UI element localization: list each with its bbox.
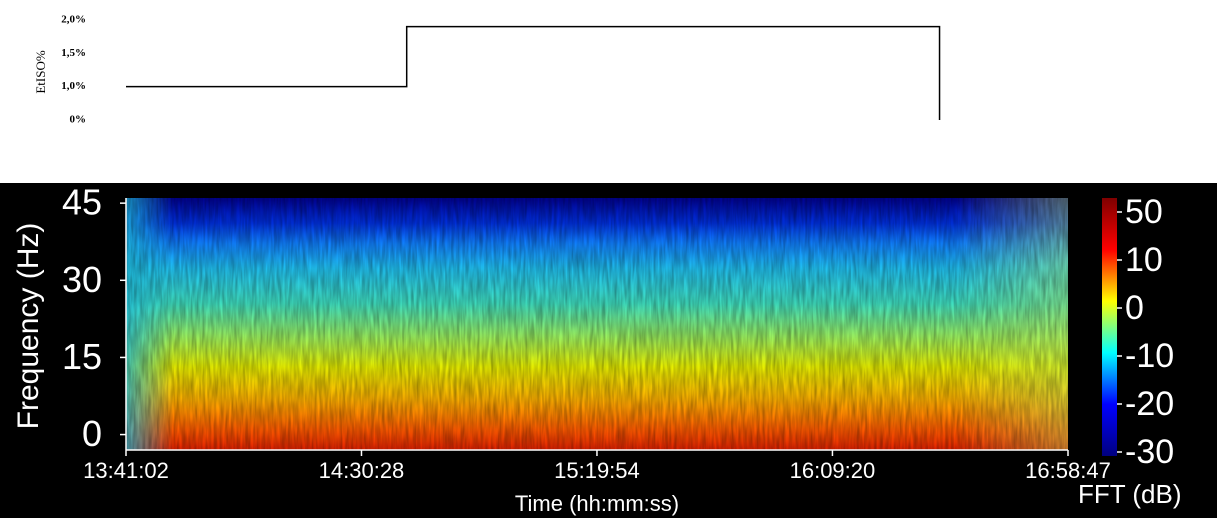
colorbar-tick-label: 10	[1125, 241, 1163, 279]
y-tick-label: 0	[82, 413, 102, 454]
y-tick-label: 15	[62, 336, 102, 377]
y-tick-label: 30	[62, 259, 102, 300]
x-axis-title: Time (hh:mm:ss)	[515, 491, 679, 516]
x-tick-label: 15:19:54	[554, 458, 640, 483]
colorbar-tick-label: -10	[1125, 337, 1174, 375]
step-line	[126, 25, 941, 120]
colorbar-tick-label: 50	[1125, 193, 1163, 231]
colorbar-tick-label: -30	[1125, 433, 1174, 471]
x-tick-label: 14:30:28	[319, 458, 405, 483]
x-tick-label: 16:09:20	[790, 458, 876, 483]
x-tick-label: 13:41:02	[83, 458, 169, 483]
y-axis-title: Frequency (Hz)	[12, 223, 45, 430]
spectrogram-texture	[126, 198, 1068, 450]
colorbar-tick-label: -20	[1125, 385, 1174, 423]
colorbar-title: FFT (dB)	[1078, 479, 1182, 509]
y-tick-label: 1,5%	[61, 47, 86, 59]
y-tick-label: 45	[62, 182, 102, 223]
y-tick-label: 0%	[70, 114, 87, 126]
y-axis-title: EtISO%	[33, 50, 48, 94]
y-tick-label: 1,0%	[61, 80, 86, 92]
colorbar	[1102, 198, 1117, 456]
y-tick-label: 2,0%	[61, 14, 86, 26]
colorbar-tick-label: 0	[1125, 289, 1144, 327]
x-tick-label: 16:58:47	[1025, 458, 1111, 483]
